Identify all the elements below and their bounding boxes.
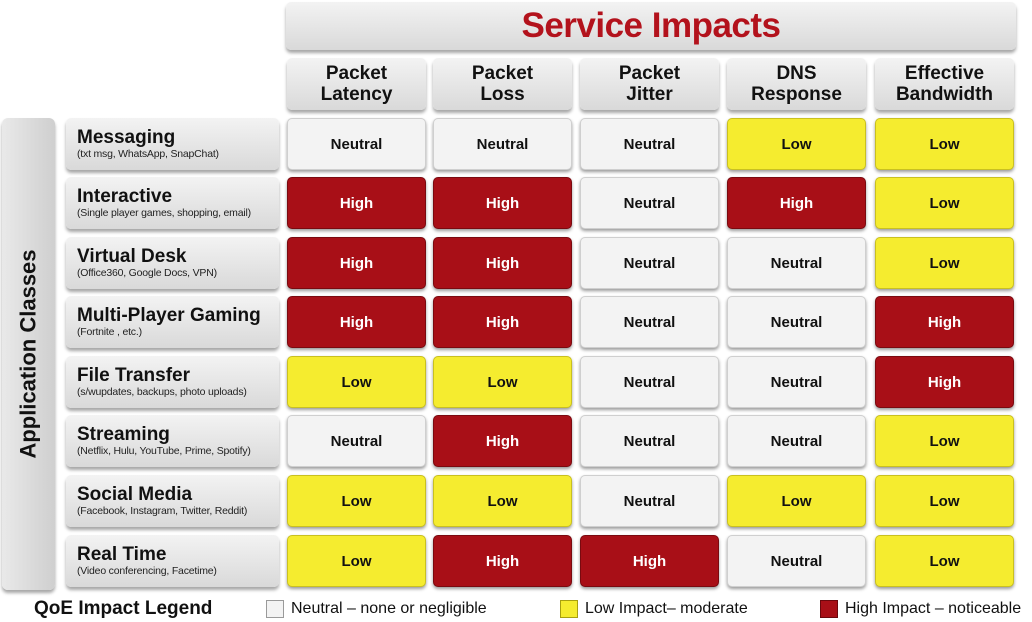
column-header-line1: DNS xyxy=(776,63,817,84)
impact-cell: High xyxy=(875,296,1014,348)
row-examples: (Fortnite , etc.) xyxy=(77,326,142,338)
impact-cell: High xyxy=(580,535,719,587)
impact-cell: Neutral xyxy=(580,237,719,289)
impact-cell: High xyxy=(433,296,572,348)
legend-label: High Impact – noticeable xyxy=(845,600,1022,617)
impact-cell: Neutral xyxy=(580,296,719,348)
side-label-bar: Application Classes xyxy=(2,118,55,590)
impact-cell: Neutral xyxy=(287,118,426,170)
column-header-line2: Latency xyxy=(320,84,393,105)
column-header-line2: Bandwidth xyxy=(895,84,994,105)
row-name: Messaging xyxy=(77,127,176,148)
row-name: Real Time xyxy=(77,544,167,565)
impact-cell: Low xyxy=(287,356,426,408)
column-header-text: Packet Jitter xyxy=(619,63,680,105)
impact-cell: Low xyxy=(433,356,572,408)
diagram-title: Service Impacts xyxy=(521,6,781,45)
impact-cell: Neutral xyxy=(580,177,719,229)
impact-cell: Low xyxy=(875,415,1014,467)
row-name: Social Media xyxy=(77,484,193,505)
row-label: File Transfer (s/wupdates, backups, photo… xyxy=(66,356,279,408)
row-name: File Transfer xyxy=(77,365,190,386)
legend-item: Low Impact– moderate xyxy=(560,600,748,618)
impact-cell: Neutral xyxy=(433,118,572,170)
column-header-line1: Effective xyxy=(904,63,985,84)
row-label: Social Media (Facebook, Instagram, Twitte… xyxy=(66,475,279,527)
row-label: Streaming (Netflix, Hulu, YouTube, Prime,… xyxy=(66,415,279,467)
impact-cell: High xyxy=(433,535,572,587)
impact-cell: Low xyxy=(875,475,1014,527)
row-examples: (Video conferencing, Facetime) xyxy=(77,565,217,577)
column-header: DNS Response xyxy=(727,58,866,110)
row-examples: (Netflix, Hulu, YouTube, Prime, Spotify) xyxy=(77,445,251,457)
impact-cell: Neutral xyxy=(580,118,719,170)
title-bar: Service Impacts xyxy=(286,2,1016,50)
row-examples: (Single player games, shopping, email) xyxy=(77,207,251,219)
row-label: Real Time (Video conferencing, Facetime) xyxy=(66,535,279,587)
row-label: Virtual Desk (Office360, Google Docs, VPN… xyxy=(66,237,279,289)
impact-cell: Neutral xyxy=(727,237,866,289)
impact-cell: High xyxy=(433,237,572,289)
row-label: Multi-Player Gaming (Fortnite , etc.) xyxy=(66,296,279,348)
row-label: Messaging (txt msg, WhatsApp, SnapChat) xyxy=(66,118,279,170)
impact-cell: Neutral xyxy=(727,356,866,408)
impact-cell: Low xyxy=(875,237,1014,289)
impact-cell: Low xyxy=(875,177,1014,229)
row-examples: (s/wupdates, backups, photo uploads) xyxy=(77,386,247,398)
column-header: Effective Bandwidth xyxy=(875,58,1014,110)
column-header-text: Packet Latency xyxy=(321,63,393,105)
impact-cell: High xyxy=(287,296,426,348)
impact-cell: Neutral xyxy=(727,296,866,348)
impact-cell: Low xyxy=(433,475,572,527)
legend-swatch xyxy=(560,600,578,618)
impact-cell: High xyxy=(433,177,572,229)
row-name: Multi-Player Gaming xyxy=(77,305,261,326)
legend-title: QoE Impact Legend xyxy=(34,598,213,619)
impact-cell: Low xyxy=(287,535,426,587)
row-label: Interactive (Single player games, shoppin… xyxy=(66,177,279,229)
column-header-text: DNS Response xyxy=(751,63,842,105)
impact-cell: Low xyxy=(727,118,866,170)
impact-cell: Neutral xyxy=(580,356,719,408)
column-header-text: Effective Bandwidth xyxy=(896,63,993,105)
row-examples: (Office360, Google Docs, VPN) xyxy=(77,267,217,279)
impact-cell: Neutral xyxy=(727,535,866,587)
column-header: Packet Jitter xyxy=(580,58,719,110)
legend-swatch xyxy=(820,600,838,618)
column-header: Packet Latency xyxy=(287,58,426,110)
legend-item: High Impact – noticeable xyxy=(820,600,1021,618)
side-label: Application Classes xyxy=(15,249,41,459)
column-header-line2: Loss xyxy=(480,84,525,105)
impact-cell: Low xyxy=(875,535,1014,587)
row-examples: (Facebook, Instagram, Twitter, Reddit) xyxy=(77,505,248,517)
impact-cell: Neutral xyxy=(580,475,719,527)
column-header: Packet Loss xyxy=(433,58,572,110)
impact-cell: High xyxy=(727,177,866,229)
impact-cell: High xyxy=(287,177,426,229)
row-name: Streaming xyxy=(77,424,170,445)
row-name: Interactive xyxy=(77,186,173,207)
column-header-line1: Packet xyxy=(325,63,388,84)
impact-cell: High xyxy=(875,356,1014,408)
column-header-line2: Response xyxy=(751,84,842,105)
column-header-line2: Jitter xyxy=(626,84,673,105)
row-name: Virtual Desk xyxy=(77,246,187,267)
row-examples: (txt msg, WhatsApp, SnapChat) xyxy=(77,148,219,160)
impact-cell: Neutral xyxy=(727,415,866,467)
impact-cell: Neutral xyxy=(287,415,426,467)
legend-swatch xyxy=(266,600,284,618)
impact-cell: Neutral xyxy=(580,415,719,467)
impact-cell: Low xyxy=(287,475,426,527)
column-header-text: Packet Loss xyxy=(472,63,533,105)
legend-label: Neutral – none or negligible xyxy=(291,600,487,617)
impact-cell: Low xyxy=(875,118,1014,170)
legend-item: Neutral – none or negligible xyxy=(266,600,487,618)
impact-cell: High xyxy=(287,237,426,289)
legend-label: Low Impact– moderate xyxy=(585,600,748,617)
column-header-line1: Packet xyxy=(618,63,681,84)
impact-cell: High xyxy=(433,415,572,467)
impact-cell: Low xyxy=(727,475,866,527)
column-header-line1: Packet xyxy=(471,63,534,84)
